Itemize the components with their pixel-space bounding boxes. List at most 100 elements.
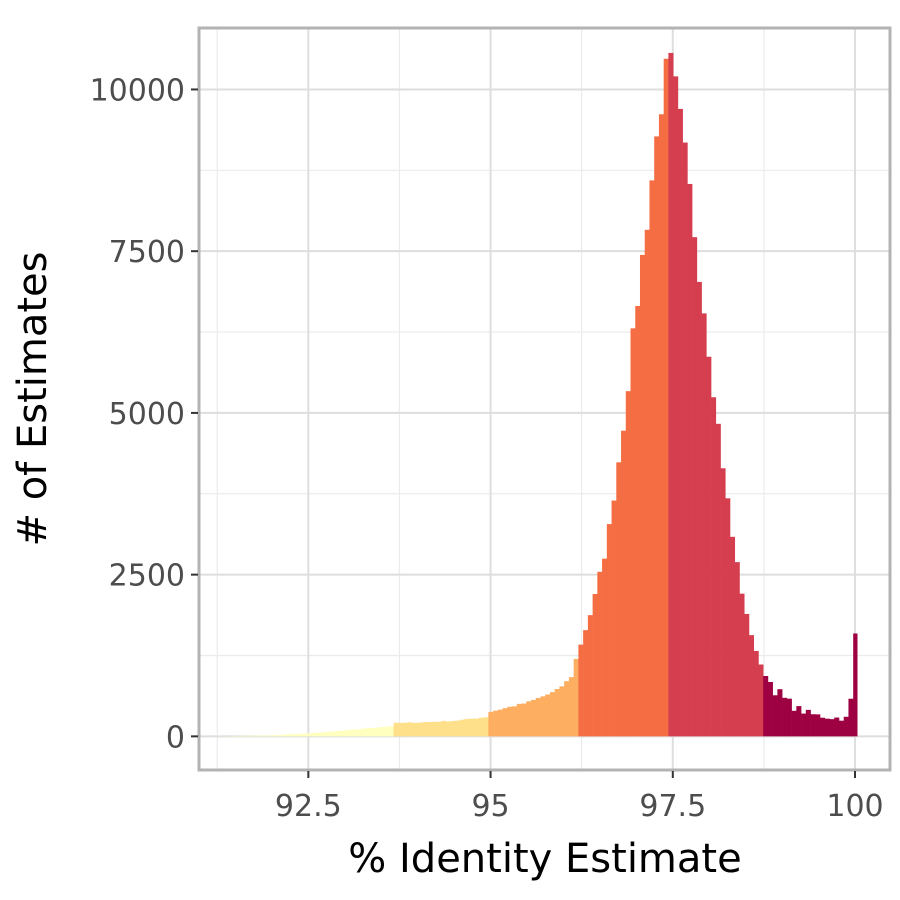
y-tick-label: 2500 (109, 559, 185, 594)
histogram-bar (412, 722, 418, 737)
histogram-bar (639, 254, 646, 737)
histogram-bar (398, 722, 404, 737)
histogram-bar (843, 716, 849, 737)
minor-gridlines (199, 28, 890, 770)
histogram-bar (270, 735, 276, 737)
histogram-bar (663, 58, 669, 737)
histogram-bar (739, 593, 745, 737)
histogram-bar (687, 183, 693, 737)
x-tick-label: 97.5 (639, 789, 706, 824)
histogram-bar (379, 727, 385, 737)
x-tick-label: 95 (471, 789, 509, 824)
histogram-bar (469, 718, 475, 737)
histogram-bar (531, 699, 537, 737)
histogram-bar (578, 644, 584, 737)
histogram-bar (606, 524, 612, 737)
histogram-bar (497, 709, 503, 737)
histogram-bar (805, 709, 811, 737)
histogram-bar (365, 728, 371, 737)
histogram-bar (403, 722, 409, 737)
histogram-bar (673, 76, 679, 737)
histogram-bar (317, 732, 323, 737)
histogram-bar (767, 681, 773, 737)
histogram-bar (602, 558, 608, 737)
histogram-bar (559, 686, 565, 737)
histogram-bar (540, 696, 546, 737)
y-axis-ticks: 0 2500 5000 7500 10000 (90, 73, 198, 755)
histogram-bar (611, 500, 617, 737)
histogram-bar (654, 136, 660, 737)
histogram-bar (355, 729, 361, 737)
histogram-bar (772, 695, 778, 737)
histogram-bar (791, 710, 797, 737)
histogram-bar (526, 701, 532, 737)
histogram-bar (720, 468, 726, 737)
x-tick-label: 100 (826, 789, 883, 824)
histogram-bar (426, 721, 432, 737)
histogram-bar (554, 689, 560, 737)
histogram-bar (711, 397, 717, 737)
histogram-bar (275, 735, 281, 737)
histogram-bar (682, 142, 688, 737)
histogram-bar (322, 732, 328, 737)
histogram-bar (346, 730, 352, 737)
histogram-bar (417, 722, 423, 737)
histogram-bar (725, 498, 731, 737)
histogram-bar (350, 729, 357, 737)
histogram-bar (744, 613, 750, 737)
histogram-bar (374, 727, 380, 737)
histogram-bar (782, 697, 788, 737)
histogram-bar (616, 462, 622, 737)
histogram-bar (706, 356, 712, 737)
histogram-bar (625, 391, 631, 737)
histogram-bar (298, 733, 304, 737)
histogram-bar (568, 677, 574, 737)
histogram-bar (393, 722, 399, 737)
histogram-bar (341, 730, 347, 737)
histogram-bar (422, 722, 428, 737)
x-tick-label: 92.5 (275, 789, 342, 824)
histogram-bar (455, 720, 461, 737)
histogram-bar (246, 735, 252, 737)
histogram-bar (507, 706, 513, 737)
histogram-bar (820, 717, 826, 737)
histogram-bar (251, 735, 257, 737)
histogram-bar (488, 711, 494, 737)
y-tick-label: 7500 (109, 235, 185, 270)
histogram-bar (327, 731, 333, 737)
histogram-bar (512, 706, 518, 737)
histogram-bar (777, 689, 783, 737)
histogram-bar (493, 710, 499, 737)
y-tick-label: 0 (166, 720, 185, 755)
histogram-bar (535, 697, 541, 737)
histogram-bar (701, 313, 707, 737)
histogram-bar (384, 726, 390, 737)
histogram-bar (313, 732, 319, 737)
histogram-bar (564, 681, 570, 737)
histogram-bar (303, 733, 309, 737)
histogram-bar (474, 718, 480, 737)
y-tick-label: 10000 (90, 73, 185, 108)
histogram-bar (696, 281, 702, 737)
histogram-bar (360, 728, 366, 737)
histogram-bar (730, 536, 736, 737)
histogram-bar (834, 717, 840, 737)
panel-background (199, 28, 890, 770)
histogram-bar (431, 721, 437, 737)
histogram-bar (758, 664, 764, 737)
histogram-bar (284, 734, 290, 737)
histogram-bar (308, 733, 314, 737)
histogram-bar (483, 717, 489, 737)
histogram-bar (502, 708, 508, 737)
histogram-bar (592, 593, 598, 737)
histogram-bar (265, 735, 271, 737)
histogram-bar (829, 719, 835, 737)
histogram-bar (848, 698, 854, 737)
histogram-bar (753, 650, 759, 737)
histogram-bar (450, 721, 456, 737)
histogram-bar (516, 703, 522, 737)
histogram-bar (587, 615, 593, 737)
histogram-bar (815, 714, 821, 737)
histogram-bar (644, 229, 650, 737)
